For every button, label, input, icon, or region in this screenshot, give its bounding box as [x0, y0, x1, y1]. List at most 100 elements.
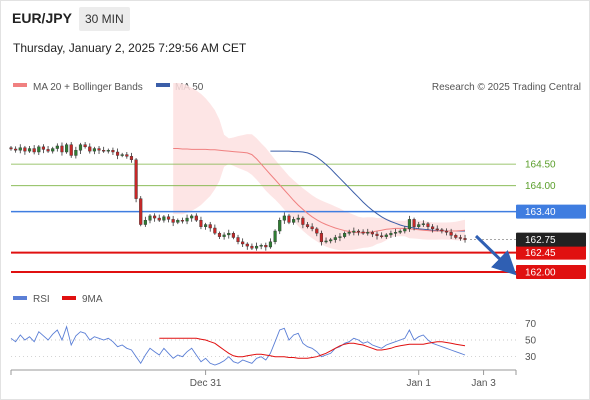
candle — [426, 221, 430, 230]
candle — [389, 230, 393, 238]
timeframe-button[interactable]: 30 MIN — [79, 7, 130, 31]
candle — [97, 145, 101, 154]
candle — [46, 145, 50, 153]
candle — [245, 242, 249, 250]
candle-body — [37, 146, 41, 153]
candle — [259, 243, 263, 250]
candle-body — [166, 216, 171, 220]
candle-body — [426, 223, 430, 227]
candle-body — [310, 226, 314, 230]
candle — [148, 214, 152, 224]
candle — [166, 214, 171, 223]
candle — [88, 143, 92, 154]
candle-body — [217, 232, 222, 237]
rsi-panel: 70 50 30 — [10, 319, 537, 366]
candle-body — [421, 223, 425, 225]
candle-body — [148, 215, 152, 221]
candle-body — [129, 156, 134, 160]
candle — [92, 146, 96, 155]
candle-body — [324, 240, 328, 243]
candle-body — [361, 231, 365, 234]
candle — [407, 215, 412, 232]
candle-body — [393, 232, 398, 234]
candle — [153, 213, 157, 222]
candle — [458, 234, 462, 241]
candle-body — [97, 148, 101, 151]
candle — [361, 229, 365, 235]
candle — [403, 226, 407, 234]
candle — [227, 229, 231, 239]
candle — [324, 237, 328, 244]
candle — [213, 224, 217, 235]
research-credit: Research © 2025 Trading Central — [432, 82, 581, 93]
candle-body — [375, 233, 379, 236]
candle-body — [417, 224, 421, 227]
candle — [431, 224, 435, 233]
candle — [412, 217, 416, 231]
candle-body — [185, 217, 189, 222]
candle — [129, 152, 134, 163]
candle-body — [454, 235, 458, 238]
candle-body — [190, 215, 194, 219]
candle-body — [292, 219, 296, 223]
rsi-legend-swatch — [13, 296, 27, 300]
candle — [454, 233, 458, 240]
candle — [120, 152, 124, 158]
candle-body — [222, 234, 226, 237]
candle — [9, 145, 13, 151]
candle-body — [106, 150, 110, 152]
candle — [236, 234, 240, 245]
level-label-164.50: 164.50 — [525, 160, 556, 171]
candle — [171, 215, 175, 227]
candle-body — [208, 224, 212, 229]
candle — [384, 233, 388, 240]
candle-body — [18, 147, 22, 151]
bollinger-band-area — [173, 83, 465, 251]
candle — [333, 234, 337, 243]
candle — [208, 221, 212, 232]
rsi-tick-label-70: 70 — [525, 319, 537, 330]
candle-body — [102, 150, 106, 152]
candle — [370, 230, 374, 238]
candle-body — [120, 154, 124, 156]
candle-body — [194, 215, 198, 221]
level-badge-163.40 — [516, 204, 586, 219]
ma9-legend-swatch — [62, 296, 76, 300]
candle-body — [431, 226, 435, 230]
candle-body — [282, 215, 286, 221]
candle — [449, 228, 453, 240]
candle-body — [315, 228, 319, 234]
candle-body — [384, 234, 388, 237]
candle — [278, 217, 282, 235]
candle-body — [157, 217, 161, 221]
candle-body — [250, 245, 254, 249]
candle-body — [134, 159, 138, 199]
candle-body — [23, 147, 27, 152]
candle-body — [115, 151, 120, 156]
rsi-tick-label-50: 50 — [525, 336, 537, 347]
candle — [356, 229, 361, 236]
candle — [102, 146, 106, 153]
candle — [463, 234, 467, 243]
candle-body — [88, 146, 92, 152]
candle-body — [236, 237, 240, 243]
candle — [27, 145, 32, 153]
candle-body — [287, 215, 291, 223]
candle-body — [333, 237, 337, 240]
candle — [380, 232, 384, 239]
level-label-164.00: 164.00 — [525, 181, 556, 192]
candle — [139, 196, 143, 227]
candle — [440, 228, 444, 234]
candle — [315, 227, 319, 237]
candle — [194, 213, 198, 222]
candlesticks — [9, 142, 467, 251]
candle — [41, 144, 46, 154]
candle-body — [51, 148, 55, 152]
candle-body — [278, 220, 282, 232]
candle — [296, 214, 300, 223]
candle — [393, 228, 398, 237]
candle — [185, 214, 189, 225]
candle-body — [444, 230, 449, 233]
candle-body — [329, 239, 333, 242]
candle-body — [139, 198, 143, 225]
